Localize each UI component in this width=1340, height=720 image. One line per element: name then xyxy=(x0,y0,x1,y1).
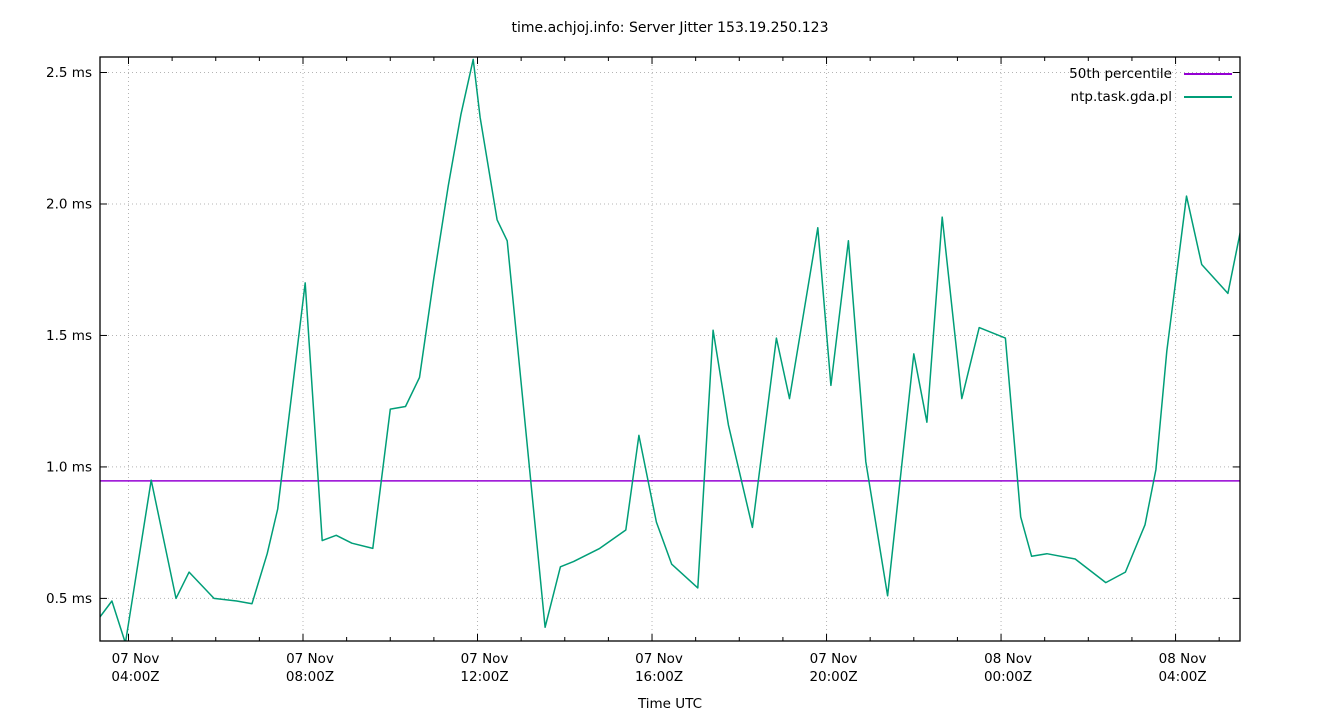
plot-border xyxy=(99,56,1241,642)
y-tick-label: 2.5 ms xyxy=(46,65,92,81)
legend-label-50th-percentile: 50th percentile xyxy=(1069,65,1172,82)
x-tick-label-time: 12:00Z xyxy=(460,669,508,685)
x-tick-label-time: 00:00Z xyxy=(984,669,1032,685)
axis-ticks xyxy=(100,57,1240,641)
server-line-swatch xyxy=(1184,95,1232,98)
legend-row-server: ntp.task.gda.pl xyxy=(1069,87,1232,106)
x-tick-label-date: 07 Nov xyxy=(112,651,160,667)
chart-title: time.achjoj.info: Server Jitter 153.19.2… xyxy=(511,20,829,36)
y-tick-label: 1.5 ms xyxy=(46,328,92,344)
jitter-series-line xyxy=(100,58,1240,641)
x-tick-label-date: 07 Nov xyxy=(286,651,334,667)
y-tick-label: 0.5 ms xyxy=(46,591,92,607)
x-tick-label-time: 08:00Z xyxy=(286,669,334,685)
x-axis-title: Time UTC xyxy=(637,696,703,712)
x-tick-label-time: 16:00Z xyxy=(635,669,683,685)
legend: 50th percentile ntp.task.gda.pl xyxy=(1069,64,1232,106)
x-tick-label-date: 07 Nov xyxy=(810,651,858,667)
legend-row-50th-percentile: 50th percentile xyxy=(1069,64,1232,83)
x-tick-label-date: 08 Nov xyxy=(984,651,1032,667)
x-tick-label-date: 07 Nov xyxy=(461,651,509,667)
legend-label-server: ntp.task.gda.pl xyxy=(1070,88,1172,105)
y-tick-label: 2.0 ms xyxy=(46,196,92,212)
x-tick-label-date: 07 Nov xyxy=(635,651,683,667)
x-tick-label-time: 04:00Z xyxy=(1158,669,1206,685)
y-tick-label: 1.0 ms xyxy=(46,459,92,475)
series-group xyxy=(100,58,1240,641)
gridlines xyxy=(100,57,1240,641)
x-tick-label-time: 20:00Z xyxy=(809,669,857,685)
percentile-line-swatch xyxy=(1184,72,1232,75)
axis-labels: 0.5 ms 1.0 ms 1.5 ms 2.0 ms 2.5 ms 07 Nov 04:0… xyxy=(46,65,1207,685)
x-tick-label-time: 04:00Z xyxy=(111,669,159,685)
x-tick-label-date: 08 Nov xyxy=(1159,651,1207,667)
